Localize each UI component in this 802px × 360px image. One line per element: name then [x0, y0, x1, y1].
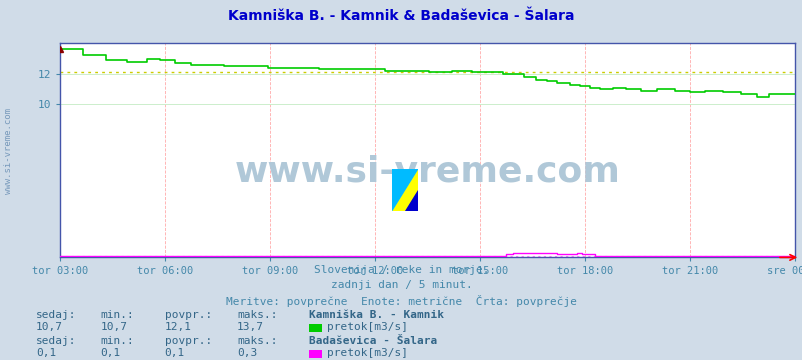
Text: Kamniška B. - Kamnik: Kamniška B. - Kamnik: [309, 310, 444, 320]
Polygon shape: [404, 190, 417, 211]
Text: 0,1: 0,1: [36, 348, 56, 359]
Text: 0,1: 0,1: [100, 348, 120, 359]
Text: Slovenija / reke in morje.: Slovenija / reke in morje.: [314, 265, 488, 275]
Text: 10,7: 10,7: [36, 323, 63, 333]
Text: sedaj:: sedaj:: [36, 310, 76, 320]
Text: 13,7: 13,7: [237, 323, 264, 333]
Text: 0,1: 0,1: [164, 348, 184, 359]
Text: povpr.:: povpr.:: [164, 336, 212, 346]
Text: www.si-vreme.com: www.si-vreme.com: [234, 155, 620, 189]
Text: povpr.:: povpr.:: [164, 310, 212, 320]
Text: zadnji dan / 5 minut.: zadnji dan / 5 minut.: [330, 280, 472, 290]
Text: maks.:: maks.:: [237, 336, 277, 346]
Text: maks.:: maks.:: [237, 310, 277, 320]
Polygon shape: [391, 169, 417, 211]
Text: Kamniška B. - Kamnik & Badaševica - Šalara: Kamniška B. - Kamnik & Badaševica - Šala…: [228, 9, 574, 23]
Text: 0,3: 0,3: [237, 348, 257, 359]
Polygon shape: [391, 169, 417, 211]
Text: 10,7: 10,7: [100, 323, 128, 333]
Text: Badaševica - Šalara: Badaševica - Šalara: [309, 336, 437, 346]
Text: 12,1: 12,1: [164, 323, 192, 333]
Text: Meritve: povprečne  Enote: metrične  Črta: povprečje: Meritve: povprečne Enote: metrične Črta:…: [225, 295, 577, 307]
Text: min.:: min.:: [100, 336, 134, 346]
Text: www.si-vreme.com: www.si-vreme.com: [3, 108, 13, 194]
Text: pretok[m3/s]: pretok[m3/s]: [326, 348, 407, 359]
Text: sedaj:: sedaj:: [36, 336, 76, 346]
Text: pretok[m3/s]: pretok[m3/s]: [326, 323, 407, 333]
Text: min.:: min.:: [100, 310, 134, 320]
